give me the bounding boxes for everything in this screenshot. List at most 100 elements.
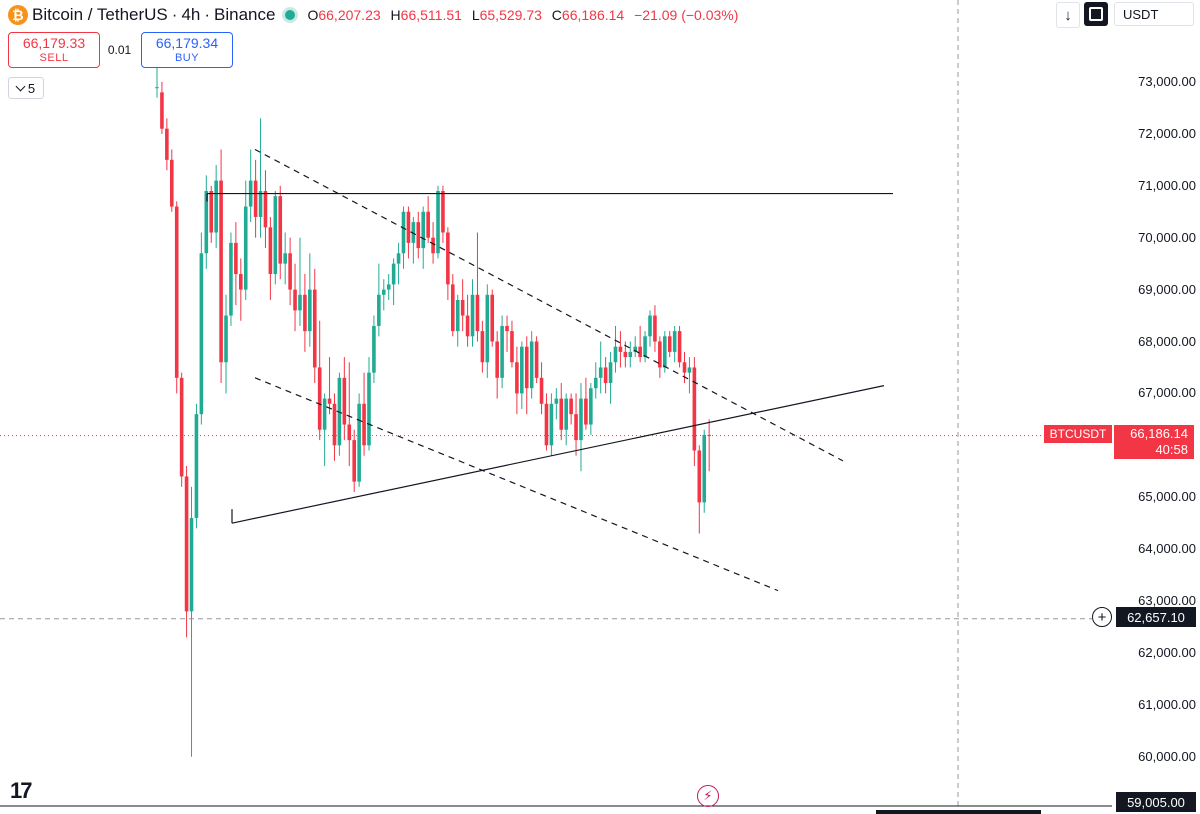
header-separator: ·	[204, 5, 211, 24]
candle-body	[510, 331, 514, 363]
add-alert-plus-icon[interactable]: +	[1092, 607, 1112, 627]
candle-body	[485, 294, 490, 363]
candle-body	[322, 398, 327, 430]
time-axis-scroll-bar[interactable]	[876, 810, 1041, 814]
candle-body	[692, 367, 697, 451]
candle-body	[179, 377, 184, 477]
symbol-name[interactable]: Bitcoin / TetherUS	[32, 5, 168, 24]
ohlc-values: O66,207.23 H66,511.51 L65,529.73 C66,186…	[307, 7, 738, 23]
candle-body	[495, 341, 499, 378]
sell-button[interactable]: 66,179.33 SELL	[8, 32, 100, 68]
candle-body	[219, 180, 223, 363]
candle-body	[589, 388, 593, 425]
candle-body	[672, 331, 677, 352]
candle-body	[505, 325, 509, 332]
candle-body	[579, 398, 583, 441]
candle-body	[608, 362, 613, 384]
high-value: 66,511.51	[400, 7, 462, 23]
candle-body	[357, 403, 361, 482]
price-axis-label: 60,000.00	[1138, 748, 1196, 764]
candle-body	[549, 403, 554, 446]
candle-body	[214, 180, 218, 233]
chevron-down-icon	[15, 81, 26, 92]
candle-body	[441, 190, 445, 233]
candle-body	[155, 87, 159, 89]
candle-body	[406, 211, 411, 243]
candle-body	[169, 159, 174, 207]
header-separator: ·	[171, 5, 178, 24]
indicators-toggle-button[interactable]: 5	[8, 77, 44, 99]
candle-body	[539, 377, 544, 404]
open-label: O	[307, 7, 319, 23]
price-axis-label: 68,000.00	[1138, 333, 1196, 349]
candle-body	[303, 294, 307, 332]
lightning-bolt-icon[interactable]: ⚡	[697, 785, 719, 807]
candle-body	[416, 222, 421, 249]
candle-body	[209, 190, 214, 233]
candle-body	[520, 346, 524, 394]
exchange-label[interactable]: Binance	[214, 5, 276, 24]
candle-body	[564, 398, 568, 430]
candle-body	[268, 227, 273, 275]
price-axis-label: 67,000.00	[1138, 385, 1196, 401]
price-axis-label: 61,000.00	[1138, 696, 1196, 712]
candle-body	[475, 294, 480, 332]
candle-body	[386, 284, 391, 290]
high-label: H	[390, 7, 401, 23]
candle-body	[544, 403, 549, 446]
sell-price: 66,179.33	[22, 35, 86, 52]
candle-body	[372, 325, 376, 373]
candle-body	[174, 206, 179, 378]
price-axis-label: 64,000.00	[1138, 541, 1196, 557]
candle-body	[446, 232, 450, 285]
candle-body	[381, 289, 386, 295]
candle-body	[480, 331, 485, 363]
channel-upper-trendline	[254, 148, 844, 462]
candle-body	[317, 367, 322, 430]
candle-body	[677, 331, 682, 363]
download-button[interactable]: ↓	[1056, 2, 1080, 28]
candle-body	[554, 398, 559, 404]
candle-body	[662, 336, 667, 368]
candle-body	[327, 398, 332, 404]
candle-body	[332, 403, 337, 446]
candle-body	[224, 315, 228, 363]
candle-countdown: 40:58	[1155, 442, 1188, 457]
candle-body	[362, 403, 366, 446]
candle-body	[426, 211, 430, 238]
currency-select[interactable]: USDT	[1114, 2, 1194, 26]
bitcoin-logo-icon: ₿	[8, 5, 28, 25]
candle-body	[534, 341, 539, 378]
candle-body	[199, 253, 204, 415]
interval-label[interactable]: 4h	[181, 5, 201, 24]
price-axis-label: 62,000.00	[1138, 644, 1196, 660]
candle-body	[455, 299, 460, 332]
low-value: 65,529.73	[479, 7, 542, 23]
buy-button[interactable]: 66,179.34 BUY	[141, 32, 233, 68]
crosshair-price-tag: 62,657.10	[1116, 607, 1196, 627]
candle-body	[342, 377, 347, 425]
candle-body	[436, 190, 440, 254]
spread-value: 0.01	[107, 43, 132, 57]
price-axis-label: 63,000.00	[1138, 593, 1196, 608]
candle-body	[288, 253, 292, 290]
candle-body	[273, 196, 278, 275]
candle-body	[189, 517, 194, 612]
candle-body	[569, 398, 573, 415]
candle-body	[184, 476, 189, 612]
candle-body	[411, 222, 416, 243]
candle-body	[682, 362, 687, 373]
price-axis-label: 65,000.00	[1138, 489, 1196, 505]
symbol-price-tag: BTCUSDT	[1044, 425, 1112, 443]
change-value: −21.09 (−0.03%)	[634, 7, 739, 23]
candle-body	[253, 180, 258, 217]
auto-scale-icon	[1089, 7, 1103, 21]
buy-price: 66,179.34	[155, 35, 219, 52]
ascending-support-trendline	[231, 385, 885, 524]
candle-body	[648, 315, 652, 337]
tradingview-logo[interactable]: 17	[10, 778, 33, 803]
candle-body	[697, 450, 702, 503]
sell-label: SELL	[39, 51, 69, 64]
auto-scale-button[interactable]	[1084, 2, 1108, 26]
